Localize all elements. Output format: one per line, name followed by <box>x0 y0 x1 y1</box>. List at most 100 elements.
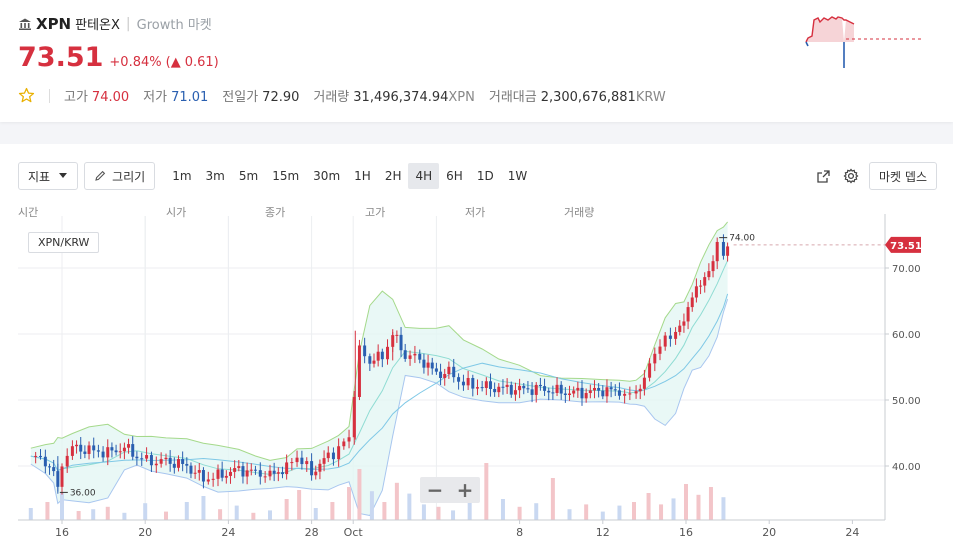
volume-bar <box>313 508 318 520</box>
timeframe-30m[interactable]: 30m <box>313 169 341 183</box>
stat-turnover: 거래대금 2,300,676,881KRW <box>489 86 666 105</box>
candle-body <box>422 359 426 368</box>
volume-bar <box>357 469 362 520</box>
stat-low: 저가 71.01 <box>143 86 208 105</box>
candle-body <box>342 441 346 447</box>
volume-bar <box>201 496 206 520</box>
candle-body <box>413 353 417 356</box>
draw-label: 그리기 <box>112 169 146 184</box>
candle-body <box>395 334 399 336</box>
favorite-star-icon[interactable] <box>18 87 35 104</box>
timeframe-1d[interactable]: 1D <box>476 169 494 183</box>
timeframe-2h[interactable]: 2H <box>384 169 402 183</box>
candle-body <box>682 321 686 326</box>
volume-bar <box>600 511 605 520</box>
candle-body <box>663 335 667 347</box>
candle-body <box>83 451 87 454</box>
candle-body <box>501 386 505 388</box>
bollinger-upper-line <box>30 221 728 461</box>
low-marker-label: 36.00 <box>70 488 96 498</box>
moving-average-fast <box>30 260 729 475</box>
price-row: 73.51 +0.84% ( ▲ 0.61) <box>18 42 219 73</box>
volume-bar <box>436 506 441 520</box>
candle-body <box>164 457 168 460</box>
candle-body <box>559 384 563 394</box>
candle-body <box>668 335 672 339</box>
candle-body <box>707 271 711 278</box>
candle-body <box>634 391 638 394</box>
timeframe-6h[interactable]: 6H <box>446 169 463 183</box>
candle-body <box>357 345 361 397</box>
candle-body <box>249 469 253 471</box>
timeframe-3m[interactable]: 3m <box>205 169 225 183</box>
timeframe-5m[interactable]: 5m <box>238 169 259 183</box>
price-chart[interactable]: 40.0050.0060.0070.0016202428Oct481216202… <box>0 144 953 539</box>
timeframe-15m[interactable]: 15m <box>272 169 300 183</box>
candle-body <box>43 456 47 467</box>
candle-body <box>568 393 572 395</box>
candle-body <box>352 396 356 438</box>
candle-body <box>75 444 79 447</box>
ticker-header: XPN 판테온X | Growth 마켓 73.51 +0.84% ( ▲ 0.… <box>0 0 953 122</box>
volume-bar <box>268 510 272 520</box>
volume-bar <box>407 493 412 520</box>
candle-body <box>220 469 224 478</box>
stat-prev-close-value: 72.90 <box>262 90 300 105</box>
y-tick-label: 70.00 <box>892 264 921 275</box>
last-price-tag <box>885 236 921 253</box>
candle-body <box>509 384 513 395</box>
volume-bar <box>671 498 676 520</box>
candle-body <box>726 246 730 256</box>
volume-bar <box>534 503 539 520</box>
candle-body <box>380 351 384 360</box>
candle-body <box>475 387 479 389</box>
zoom-in-button[interactable]: + <box>456 478 474 502</box>
candle-body <box>601 390 605 397</box>
high-marker-label: 74.00 <box>729 234 755 244</box>
zoom-out-button[interactable]: − <box>426 478 444 502</box>
pencil-icon <box>95 170 106 181</box>
candle-body <box>60 466 64 487</box>
volume-bar <box>347 487 352 520</box>
change-absolute: 0.61) <box>184 55 219 70</box>
candle-body <box>642 377 646 389</box>
x-tick-label: 24 <box>221 526 235 539</box>
candle-body <box>101 451 105 458</box>
timeframe-1m[interactable]: 1m <box>172 169 192 183</box>
volume-bar <box>550 478 555 520</box>
candle-body <box>258 470 262 477</box>
stat-low-value: 71.01 <box>171 90 209 105</box>
candle-body <box>114 450 118 453</box>
candle-body <box>513 390 517 395</box>
settings-button[interactable] <box>841 166 861 186</box>
volume-bar <box>184 502 189 520</box>
indicator-dropdown[interactable]: 지표 <box>18 162 79 190</box>
market-depth-button[interactable]: 마켓 뎁스 <box>869 162 937 190</box>
volume-bar <box>330 502 335 520</box>
volume-bar <box>696 494 701 520</box>
candle-body <box>466 378 470 386</box>
popout-button[interactable] <box>813 166 833 186</box>
volume-bar <box>584 504 589 520</box>
candle-body <box>580 387 584 399</box>
x-tick-label: 16 <box>679 526 693 539</box>
candle-body <box>674 331 678 339</box>
ticker-symbol: XPN <box>36 14 72 33</box>
volume-bar <box>517 506 522 520</box>
timeframe-1w[interactable]: 1W <box>507 169 528 183</box>
volume-bar <box>164 511 168 520</box>
candle-body <box>52 467 56 472</box>
timeframe-1h[interactable]: 1H <box>354 169 371 183</box>
candle-body <box>686 307 690 322</box>
candle-body <box>241 466 245 477</box>
candle-body <box>363 345 367 357</box>
x-tick-label: 12 <box>596 526 610 539</box>
candle-body <box>694 286 698 298</box>
volume-bar <box>451 510 456 520</box>
candle-body <box>149 455 153 466</box>
legend-close: 종가 <box>265 206 286 219</box>
candle-body <box>408 355 412 359</box>
legend-time: 시간 <box>18 206 39 219</box>
draw-button[interactable]: 그리기 <box>84 162 156 190</box>
timeframe-4h[interactable]: 4H <box>408 163 440 189</box>
